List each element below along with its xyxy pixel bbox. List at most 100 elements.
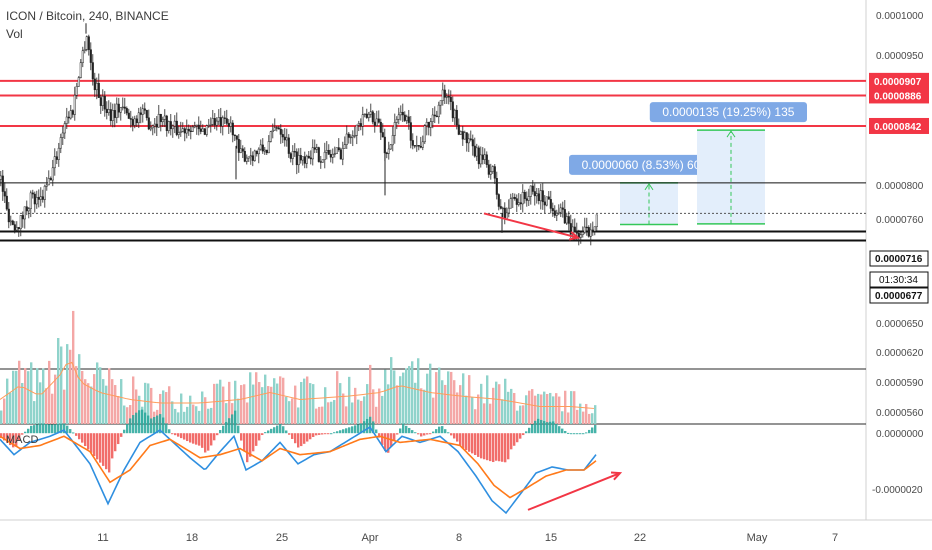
candle-body — [337, 147, 340, 151]
divergence-arrows[interactable] — [483, 212, 623, 511]
candle-body — [293, 151, 296, 153]
volume-bar — [546, 394, 549, 424]
candle-body — [47, 178, 50, 186]
candle-body — [553, 210, 556, 216]
macd-histogram-bar — [33, 425, 36, 434]
macd-histogram-bar — [582, 433, 585, 435]
candle-body — [27, 208, 30, 212]
volume-bar — [174, 408, 177, 424]
candle-body — [267, 141, 270, 154]
volume-bar — [147, 383, 150, 424]
volume-bar — [87, 383, 90, 424]
macd-histogram-bar — [354, 425, 357, 434]
macd-histogram-bar — [291, 433, 294, 439]
candle-body — [305, 155, 308, 164]
candle-body — [109, 109, 112, 121]
volume-bar — [111, 379, 114, 424]
candle-body — [433, 114, 436, 117]
macd-histogram-bar — [72, 432, 75, 434]
macd-histogram-bar — [543, 421, 546, 434]
signal-line — [0, 435, 597, 499]
divergence-arrow[interactable] — [527, 472, 621, 511]
macd-histogram-bar — [168, 429, 171, 434]
macd-histogram-bar — [420, 433, 423, 437]
volume-bar — [594, 405, 597, 424]
volume-bar — [3, 398, 6, 424]
candle-body — [205, 125, 208, 135]
macd-histogram-bar — [426, 433, 429, 435]
candle-body — [3, 191, 6, 197]
candle-body — [539, 190, 542, 201]
candle-body — [495, 178, 498, 195]
macd-histogram-bar — [102, 433, 105, 466]
candlestick-series — [0, 23, 598, 246]
macd-histogram-bar — [0, 433, 3, 439]
time-axis[interactable]: 11 18 25 Apr 8 15 22 May 7 — [97, 532, 838, 544]
volume-bar — [129, 405, 132, 424]
volume-bar — [360, 400, 363, 424]
candle-body — [311, 147, 314, 160]
macd-histogram-bar — [177, 433, 180, 437]
volume-bar — [555, 393, 558, 424]
macd-histogram-bar — [186, 433, 189, 442]
macd-histogram-bar — [294, 433, 297, 444]
candle-body — [151, 125, 154, 129]
volume-bar — [447, 371, 450, 424]
macd-histogram-bar — [462, 433, 465, 449]
candle-body — [409, 122, 412, 141]
candle-body — [541, 190, 544, 203]
horizontal-levels[interactable] — [0, 79, 866, 242]
candle-body — [469, 138, 472, 140]
volume-bar — [195, 406, 198, 424]
macd-histogram-bar — [3, 433, 6, 441]
macd-histogram-bar — [231, 414, 234, 434]
volume-bar — [486, 375, 489, 424]
candle-body — [291, 151, 294, 159]
macd-histogram-bar — [417, 433, 420, 435]
volume-bar — [363, 396, 366, 424]
candle-body — [123, 106, 126, 109]
candle-body — [199, 128, 202, 132]
macd-histogram-bar — [336, 431, 339, 434]
volume-bar — [570, 391, 573, 424]
candle-body — [157, 113, 160, 128]
volume-bar — [411, 361, 414, 424]
macd-histogram-bar — [216, 433, 219, 436]
candle-body — [307, 155, 310, 159]
volume-bar — [168, 386, 171, 424]
resistance-price-label: 0.0000886 — [874, 91, 922, 102]
macd-histogram-bar — [51, 424, 54, 434]
time-axis-tick: Apr — [361, 532, 378, 544]
macd-histogram-bar — [450, 433, 453, 436]
candle-body — [593, 226, 596, 232]
macd-histogram-bar — [387, 433, 390, 453]
volume-bar — [516, 410, 519, 424]
candle-body — [191, 126, 194, 132]
divergence-arrow[interactable] — [483, 212, 579, 239]
candle-body — [101, 96, 104, 106]
macd-histogram-bar — [261, 433, 264, 436]
macd-histogram-bar — [516, 433, 519, 443]
volume-bar — [117, 395, 120, 424]
price-range-projections[interactable]: 0.0000060 (8.53%) 60 0.0000135 (19.25%) 1… — [569, 102, 807, 226]
candle-body — [23, 206, 26, 220]
macd-histogram-bar — [210, 433, 213, 446]
projection-box[interactable] — [620, 182, 678, 225]
volume-bar — [534, 395, 537, 424]
macd-histogram-bar — [303, 433, 306, 444]
volume-bar — [6, 378, 9, 424]
price-axis[interactable]: 0.0001000 0.0000950 0.0000800 0.0000760 0.00… — [869, 11, 929, 496]
volume-bar — [519, 405, 522, 424]
volume-bar — [102, 379, 105, 424]
macd-histogram-bar — [174, 433, 177, 436]
candle-body — [263, 149, 266, 152]
macd-histogram-bar — [9, 433, 12, 446]
candle-body — [131, 119, 134, 126]
time-axis-tick: 15 — [545, 532, 557, 544]
candle-body — [153, 123, 156, 127]
candle-body — [339, 149, 342, 160]
macd-histogram-bar — [372, 421, 375, 434]
macd-histogram-bar — [105, 433, 108, 470]
macd-histogram-bar — [480, 433, 483, 459]
